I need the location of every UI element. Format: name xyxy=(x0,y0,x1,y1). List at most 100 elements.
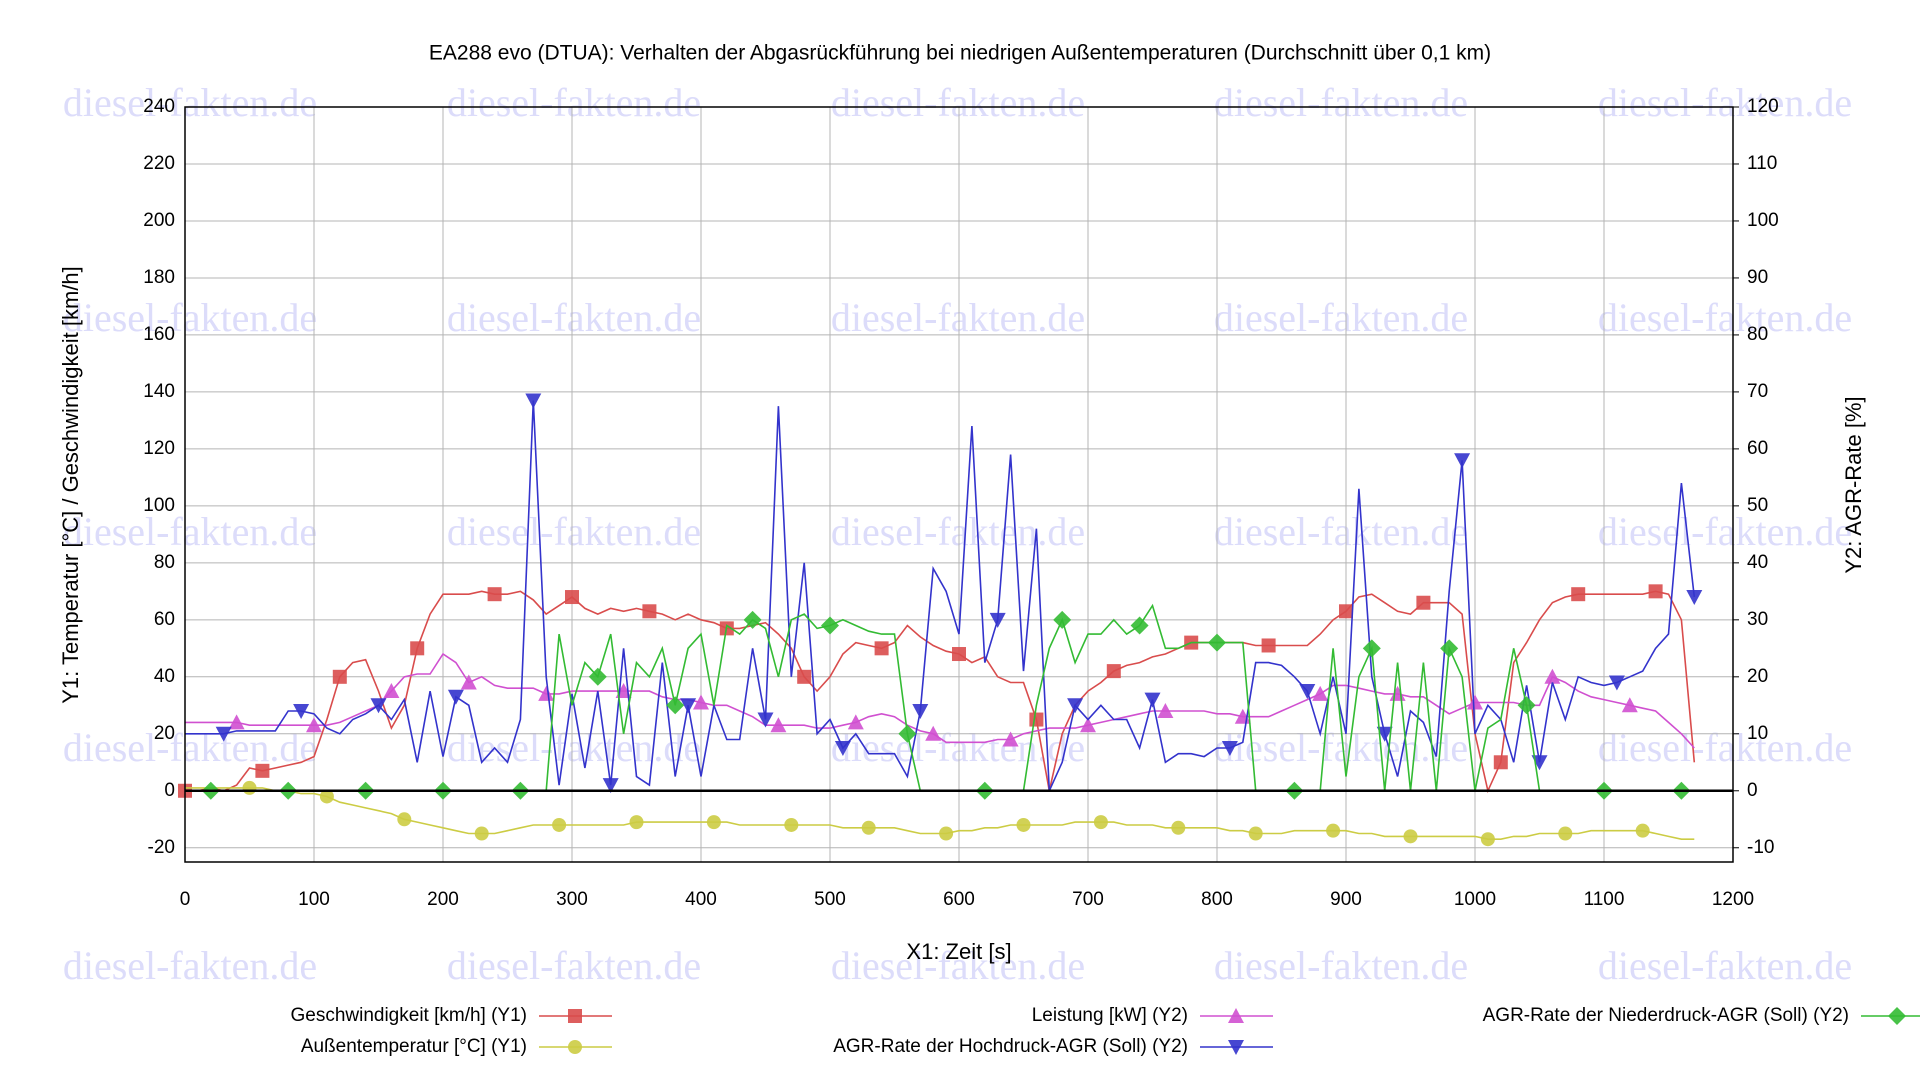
marker xyxy=(1016,817,1031,832)
y-tick-label: 80 xyxy=(154,552,175,573)
marker xyxy=(552,817,567,832)
marker xyxy=(1053,610,1072,629)
marker xyxy=(1171,820,1186,835)
marker xyxy=(397,812,412,827)
y2-tick-label: 30 xyxy=(1747,609,1768,630)
marker xyxy=(1686,590,1703,606)
marker xyxy=(255,763,270,778)
y-tick-label: 160 xyxy=(143,324,175,345)
marker xyxy=(602,778,619,794)
grid xyxy=(184,106,1734,862)
watermark: diesel-fakten.de xyxy=(63,295,317,340)
watermark: diesel-fakten.de xyxy=(63,943,317,988)
legend-marker xyxy=(568,1009,582,1023)
y2-tick-label: -10 xyxy=(1747,837,1774,858)
watermark: diesel-fakten.de xyxy=(1214,295,1468,340)
marker xyxy=(525,393,542,409)
marker xyxy=(834,741,851,757)
marker xyxy=(912,704,929,719)
marker xyxy=(1517,696,1536,715)
marker xyxy=(666,696,685,715)
y-tick-label: 220 xyxy=(143,153,175,174)
y-tick-label: 240 xyxy=(143,96,175,117)
marker xyxy=(588,667,607,686)
marker xyxy=(784,817,799,832)
marker xyxy=(565,590,579,605)
marker xyxy=(706,815,721,830)
marker xyxy=(228,714,245,730)
watermark: diesel-fakten.de xyxy=(831,509,1085,554)
marker xyxy=(1454,453,1471,469)
watermark: diesel-fakten.de xyxy=(447,943,701,988)
marker xyxy=(319,789,334,804)
watermark: diesel-fakten.de xyxy=(447,295,701,340)
legend-marker xyxy=(568,1040,582,1054)
marker xyxy=(410,641,425,656)
x-tick-label: 700 xyxy=(1072,889,1104,910)
watermark: diesel-fakten.de xyxy=(831,80,1085,125)
marker xyxy=(1376,726,1393,742)
y2-tick-label: 20 xyxy=(1747,666,1768,687)
watermark: diesel-fakten.de xyxy=(831,943,1085,988)
legend-marker xyxy=(1228,1008,1244,1023)
y-tick-label: -20 xyxy=(148,837,175,858)
watermark: diesel-fakten.de xyxy=(447,509,701,554)
marker xyxy=(1608,675,1625,691)
y2-tick-label: 120 xyxy=(1747,96,1779,117)
marker xyxy=(1467,694,1483,710)
x-tick-label: 800 xyxy=(1201,889,1233,910)
series-line xyxy=(185,400,1696,792)
marker xyxy=(370,698,387,714)
plot-frame xyxy=(184,106,1734,863)
marker xyxy=(1130,616,1149,635)
y-tick-label: 100 xyxy=(143,495,175,516)
marker xyxy=(861,820,876,835)
x-tick-label: 1000 xyxy=(1454,889,1496,910)
watermark: diesel-fakten.de xyxy=(1598,509,1852,554)
marker xyxy=(770,717,787,733)
marker xyxy=(1326,823,1341,838)
x-tick-label: 0 xyxy=(180,889,191,910)
marker xyxy=(1144,692,1161,708)
x-tick-label: 1100 xyxy=(1584,889,1625,910)
marker xyxy=(1493,755,1508,770)
marker xyxy=(1544,668,1561,684)
marker xyxy=(743,610,762,629)
y2-tick-label: 90 xyxy=(1747,267,1768,288)
y2-tick-label: 100 xyxy=(1747,210,1779,231)
legend-label: AGR-Rate der Hochdruck-AGR (Soll) (Y2) xyxy=(833,1036,1188,1057)
marker xyxy=(1571,587,1586,602)
watermark: diesel-fakten.de xyxy=(1214,509,1468,554)
marker xyxy=(447,689,464,705)
watermark: diesel-fakten.de xyxy=(831,295,1085,340)
marker xyxy=(1416,595,1431,610)
y-tick-label: 0 xyxy=(164,780,175,801)
marker xyxy=(898,724,917,743)
marker xyxy=(306,717,322,733)
x-tick-label: 500 xyxy=(814,889,846,910)
marker xyxy=(538,685,555,701)
marker xyxy=(242,780,257,795)
marker xyxy=(952,647,966,662)
legend-label: AGR-Rate der Niederdruck-AGR (Soll) (Y2) xyxy=(1483,1005,1849,1026)
y2-tick-label: 70 xyxy=(1747,381,1768,402)
marker xyxy=(680,698,697,714)
marker xyxy=(293,704,310,719)
marker xyxy=(1093,815,1108,830)
legend: Geschwindigkeit [km/h] (Y1) Außentemperat… xyxy=(290,1005,1920,1057)
watermark: diesel-fakten.de xyxy=(1214,80,1468,125)
marker xyxy=(693,694,709,710)
marker xyxy=(1157,703,1174,718)
watermarks: diesel-fakten.de diesel-fakten.de diesel-f… xyxy=(63,80,1852,988)
marker xyxy=(1002,731,1019,747)
marker xyxy=(383,683,400,699)
x-tick-label: 900 xyxy=(1330,889,1362,910)
series-line xyxy=(185,590,1696,794)
marker xyxy=(1248,826,1263,841)
marker xyxy=(1635,823,1650,838)
marker xyxy=(1440,639,1459,658)
marker xyxy=(939,826,954,841)
y2-tick-label: 0 xyxy=(1747,780,1758,801)
marker xyxy=(1080,717,1096,733)
marker xyxy=(1106,664,1121,679)
